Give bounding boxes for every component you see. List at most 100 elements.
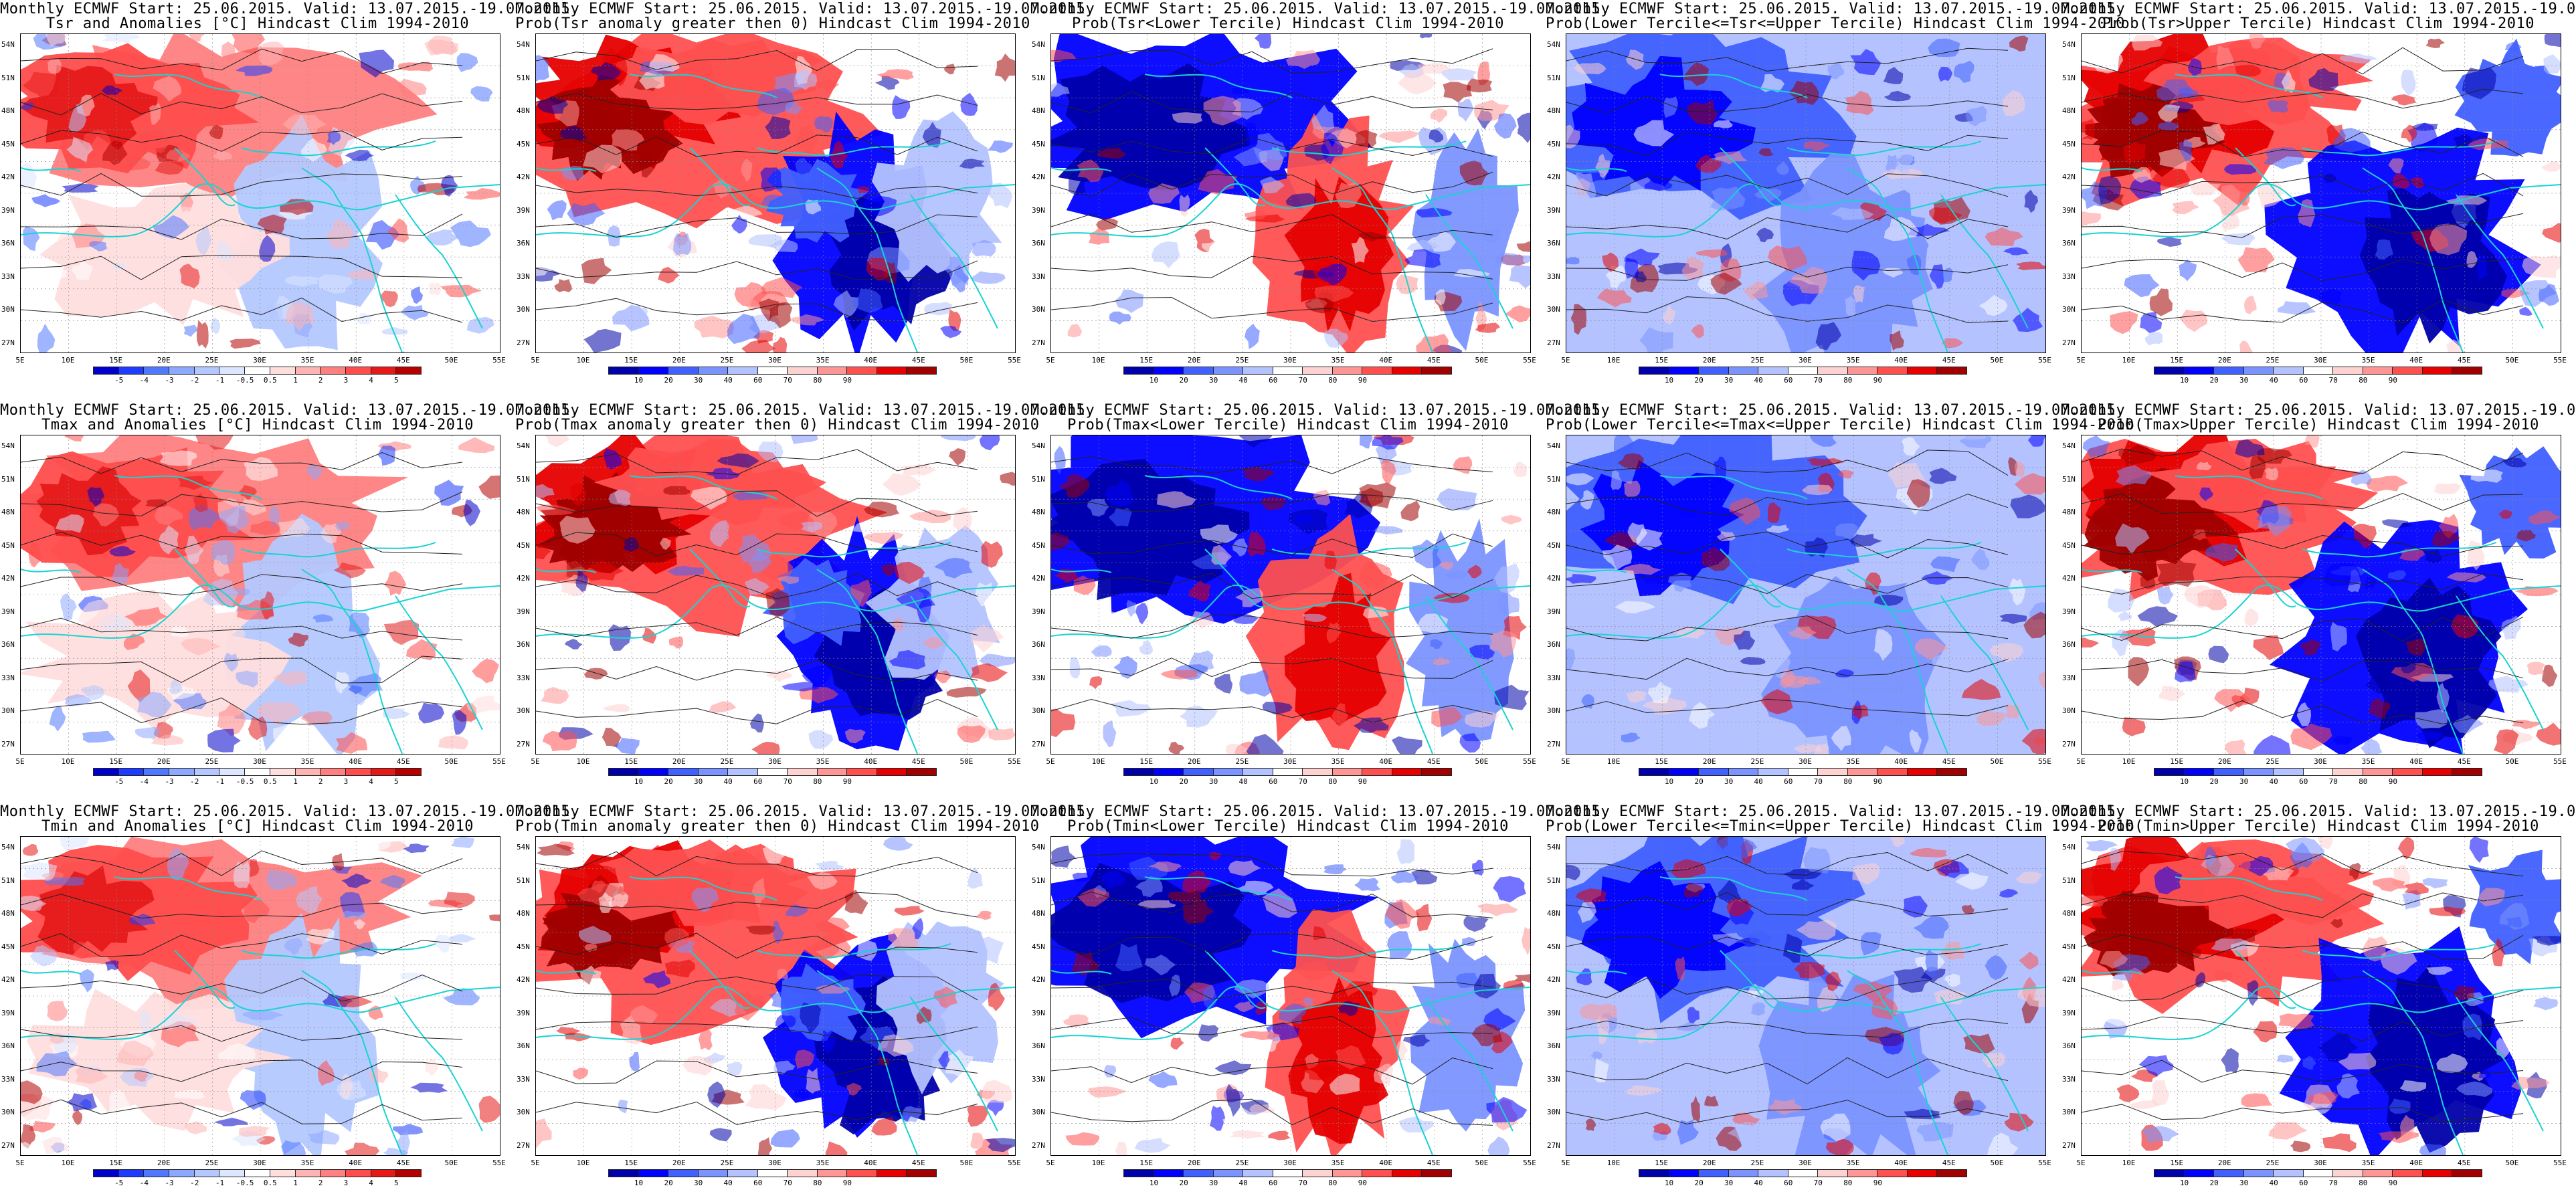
field-patch — [1261, 496, 1286, 510]
colorbar-swatch — [2154, 367, 2185, 375]
longitude-label: 5E — [1046, 356, 1055, 365]
latitude-label: 51N — [1547, 474, 1560, 484]
colorbar-swatch — [1362, 367, 1392, 375]
colorbar-swatch — [1331, 367, 1363, 375]
coastline — [910, 997, 998, 1132]
field-patch — [306, 464, 323, 480]
longitude-label: 5E — [2076, 356, 2086, 365]
field-patch — [556, 1026, 581, 1035]
field-patch — [2399, 1114, 2415, 1142]
longitude-label: 50E — [1475, 356, 1489, 365]
forecast-map — [20, 33, 500, 353]
map-panel: Monthly ECMWF Start: 25.06.2015. Valid: … — [0, 803, 579, 1204]
field-patch — [1806, 458, 1845, 466]
field-patch — [463, 188, 500, 200]
field-patch — [1513, 461, 1528, 477]
isotherm-contour — [1566, 173, 2009, 197]
field-patch — [802, 664, 832, 687]
field-patch — [2144, 332, 2163, 346]
field-patch — [1073, 575, 1096, 595]
colorbar-tick-label: 80 — [813, 376, 822, 385]
longitude-label: 45E — [1427, 1159, 1441, 1167]
field-patch — [1743, 281, 1769, 300]
latitude-label: 54N — [517, 441, 530, 450]
field-patch — [2109, 847, 2122, 871]
field-patch — [2015, 473, 2045, 495]
colorbar-tick-label: 90 — [1358, 376, 1367, 385]
isotherm-contour — [1051, 1057, 1493, 1085]
field-patch — [1704, 1047, 1727, 1060]
longitude-label: 5E — [15, 1159, 25, 1167]
latitude-label: 51N — [2062, 474, 2076, 484]
longitude-label: 10E — [576, 1159, 590, 1167]
isotherm-contour — [2082, 173, 2524, 197]
field-patch — [62, 183, 99, 193]
field-patch — [2018, 285, 2045, 304]
longitude-label: 50E — [444, 1159, 458, 1167]
field-patch — [814, 116, 834, 133]
field-patch — [1789, 266, 1828, 294]
field-patch — [248, 716, 268, 740]
field-region — [36, 466, 142, 556]
colorbar-tick-labels: -5 -4 -3 -2 -1 -0.5 0.5 1 2 3 4 5 — [94, 1179, 422, 1188]
field-patch — [2156, 585, 2174, 605]
latitude-label: 48N — [1547, 106, 1560, 116]
field-patch — [1285, 49, 1321, 69]
colorbar-tick-label: 1 — [293, 376, 298, 385]
field-patch — [345, 149, 374, 162]
colorbar-tick-label: 20 — [664, 1179, 673, 1187]
field-patch — [2539, 284, 2559, 306]
isotherm-contour — [21, 213, 463, 240]
field-patch — [934, 557, 973, 579]
field-patch — [166, 148, 191, 163]
field-patch — [2429, 223, 2468, 256]
coastline — [241, 542, 436, 558]
field-patch — [2541, 664, 2558, 688]
field-patch — [1494, 252, 1530, 266]
panel-title-line2: Prob(Lower Tercile<=Tmax<=Upper Tercile)… — [1546, 417, 2134, 433]
latitude-label: 48N — [2062, 508, 2076, 517]
isotherm-contour — [21, 297, 463, 323]
field-patch — [2399, 1080, 2427, 1092]
field-patch — [598, 892, 613, 914]
field-patch — [2015, 872, 2043, 884]
colorbar-swatch — [1331, 1169, 1363, 1177]
field-patch — [1740, 657, 1766, 665]
latitude-label: 30N — [2062, 305, 2076, 314]
latitude-label: 48N — [1032, 106, 1045, 116]
latitude-label: 36N — [1, 1041, 15, 1051]
longitude-label: 40E — [1379, 356, 1393, 365]
latitude-label: 48N — [1547, 508, 1560, 517]
panel-title-line1: Monthly ECMWF Start: 25.06.2015. Valid: … — [1546, 803, 2125, 820]
coastline — [395, 997, 483, 1132]
field-patch — [2401, 124, 2417, 143]
longitude-label: 40E — [2409, 356, 2423, 365]
longitude-label: 5E — [2076, 757, 2086, 766]
field-patch — [1796, 920, 1837, 940]
field-patch — [630, 1005, 658, 1024]
field-patch — [105, 960, 119, 971]
colorbar-tick-labels: -5 -4 -3 -2 -1 -0.5 0.5 1 2 3 4 5 — [94, 777, 422, 787]
field-patch — [1771, 647, 1791, 679]
colorbar-tick-labels: -5 -4 -3 -2 -1 -0.5 0.5 1 2 3 4 5 — [94, 376, 422, 385]
colorbar-swatch — [1639, 367, 1669, 375]
field-patch — [212, 150, 233, 161]
latitude-label: 27N — [517, 1141, 530, 1150]
field-patch — [1914, 638, 1948, 660]
longitude-label: 35E — [816, 757, 830, 766]
panel-title-line2: Prob(Tsr anomaly greater then 0) Hindcas… — [515, 15, 1030, 32]
field-patch — [1999, 888, 2018, 898]
field-patch — [2528, 510, 2561, 525]
field-patch — [1930, 556, 1960, 573]
colorbar-swatch — [1847, 367, 1878, 375]
coastline — [2175, 74, 2323, 98]
field-patch — [1443, 82, 1473, 103]
colorbar-swatch — [906, 367, 937, 375]
field-patch — [458, 437, 494, 454]
colorbar-tick-label: -0.5 — [236, 777, 254, 786]
field-patch — [347, 269, 379, 280]
latitude-label: 45N — [517, 942, 530, 951]
field-patch — [1489, 630, 1517, 658]
latitude-label: 42N — [517, 574, 530, 583]
coastline — [1940, 595, 2029, 730]
